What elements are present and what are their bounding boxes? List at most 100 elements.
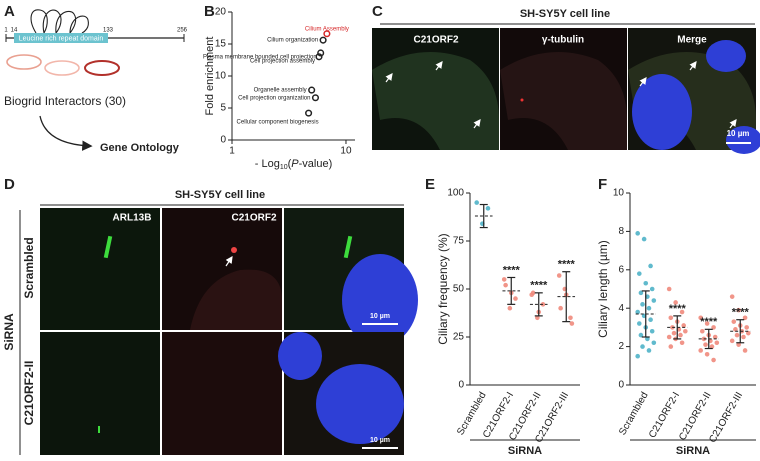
- significance: ****: [558, 259, 576, 271]
- x-axis-label-part: 10: [280, 164, 288, 171]
- nucleus: [342, 254, 418, 346]
- point: [507, 305, 513, 311]
- y-tick-label: 20: [215, 7, 227, 18]
- scale-bar-label: 10 µm: [727, 129, 750, 138]
- point: [648, 263, 653, 269]
- panel-label: F: [598, 176, 607, 193]
- panel-label: D: [4, 176, 15, 193]
- point: [741, 334, 746, 340]
- point-label: Cell projection organization: [238, 95, 310, 101]
- point: [315, 53, 323, 61]
- arrow: [39, 115, 93, 151]
- point: [711, 357, 716, 363]
- position: 14: [11, 28, 18, 34]
- y-tick-label: 50: [453, 284, 465, 295]
- point: [673, 300, 678, 305]
- x-axis-label-part: -value): [299, 158, 333, 170]
- point-label: Plasma membrane bounded cell projection: [203, 55, 317, 61]
- x-tick-label: C21ORF2-II: [677, 390, 713, 442]
- y-tick-label: 8: [618, 226, 624, 237]
- nucleus: [706, 40, 746, 72]
- point-label: Cellular component biogenesis: [237, 120, 319, 126]
- domain-label: Leucine rich repeat domain: [19, 35, 104, 42]
- point: [640, 344, 645, 349]
- y-tick-label: 25: [453, 332, 465, 343]
- point-label: Cell projection assembly: [250, 58, 315, 64]
- panel-label: C: [372, 3, 383, 20]
- micrograph: [40, 332, 160, 455]
- significance: ****: [530, 280, 548, 292]
- y-tick-label: 0: [618, 380, 624, 391]
- y-tick-label: 10: [215, 71, 227, 82]
- cell: [190, 269, 282, 330]
- point: [513, 296, 518, 301]
- point: [646, 305, 652, 311]
- point: [645, 336, 650, 342]
- point: [317, 49, 325, 57]
- arrow: [435, 61, 443, 71]
- point: [636, 271, 642, 276]
- point: [635, 309, 640, 315]
- panel-title: SH-SY5Y cell line: [175, 189, 265, 201]
- y-tick-label: 0: [220, 135, 226, 146]
- position: 1: [4, 28, 8, 34]
- lrr-domain: [14, 33, 108, 43]
- protein-loops: [30, 9, 89, 34]
- point: [540, 302, 546, 307]
- y-axis-label: Ciliary length (µm): [596, 240, 610, 338]
- point: [709, 344, 715, 349]
- point: [651, 298, 657, 303]
- interactors-label: Biogrid Interactors (30): [4, 94, 126, 108]
- channel-label: C21ORF2: [413, 35, 458, 46]
- x-tick-label: 1: [229, 146, 235, 157]
- y-tick-label: 75: [453, 236, 465, 247]
- point: [729, 294, 735, 299]
- point: [649, 328, 655, 334]
- interactor: [6, 54, 42, 70]
- significance: ****: [732, 307, 750, 319]
- y-tick-label: 2: [618, 341, 624, 352]
- x-tick-label: 10: [340, 146, 352, 157]
- point: [649, 286, 655, 292]
- y-axis-label: Ciliary frequency (%): [436, 233, 450, 344]
- point: [640, 302, 645, 307]
- significance: ****: [503, 264, 521, 276]
- point: [666, 334, 672, 340]
- scale-bar-label: 10 µm: [370, 437, 390, 444]
- point: [679, 309, 685, 315]
- point: [704, 351, 710, 357]
- point: [558, 305, 563, 311]
- arrow: [639, 77, 647, 87]
- point: [501, 277, 507, 282]
- point: [648, 317, 653, 323]
- point: [474, 200, 480, 205]
- group-label: SiRNA: [2, 313, 16, 351]
- micrograph: [40, 208, 160, 330]
- scale-bar-label: 10 µm: [370, 313, 390, 320]
- centrosome: [520, 98, 524, 102]
- point-label: Cilium Assembly: [305, 26, 349, 32]
- y-tick-label: 10: [613, 188, 625, 199]
- point: [703, 342, 708, 347]
- point: [638, 290, 644, 296]
- point: [704, 321, 710, 326]
- point: [651, 340, 657, 346]
- cilium: [343, 235, 353, 259]
- point: [671, 330, 677, 336]
- channel-label: C21ORF2: [231, 213, 276, 224]
- point: [714, 340, 720, 346]
- x-axis-label-part: - Log: [255, 158, 280, 170]
- point: [569, 321, 575, 326]
- point: [698, 348, 703, 353]
- point: [323, 30, 331, 38]
- point: [635, 231, 640, 236]
- point: [668, 344, 674, 349]
- point: [729, 338, 735, 344]
- point: [311, 94, 320, 102]
- point: [568, 315, 573, 321]
- nucleus: [316, 364, 404, 444]
- point: [733, 327, 738, 332]
- point: [635, 353, 640, 359]
